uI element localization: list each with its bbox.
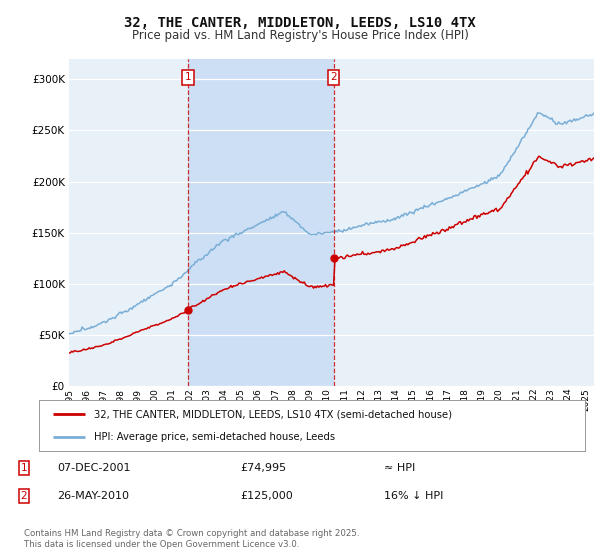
Text: £74,995: £74,995 — [240, 463, 286, 473]
Text: 2: 2 — [20, 491, 28, 501]
Text: 32, THE CANTER, MIDDLETON, LEEDS, LS10 4TX (semi-detached house): 32, THE CANTER, MIDDLETON, LEEDS, LS10 4… — [94, 409, 452, 419]
Text: 16% ↓ HPI: 16% ↓ HPI — [384, 491, 443, 501]
Text: 1: 1 — [185, 72, 191, 82]
Text: HPI: Average price, semi-detached house, Leeds: HPI: Average price, semi-detached house,… — [94, 432, 335, 442]
Text: Contains HM Land Registry data © Crown copyright and database right 2025.
This d: Contains HM Land Registry data © Crown c… — [24, 529, 359, 549]
Text: 1: 1 — [20, 463, 28, 473]
Text: ≈ HPI: ≈ HPI — [384, 463, 415, 473]
Text: 26-MAY-2010: 26-MAY-2010 — [57, 491, 129, 501]
Text: 32, THE CANTER, MIDDLETON, LEEDS, LS10 4TX: 32, THE CANTER, MIDDLETON, LEEDS, LS10 4… — [124, 16, 476, 30]
Text: Price paid vs. HM Land Registry's House Price Index (HPI): Price paid vs. HM Land Registry's House … — [131, 29, 469, 42]
Text: £125,000: £125,000 — [240, 491, 293, 501]
Bar — [188, 59, 334, 386]
Text: 2: 2 — [330, 72, 337, 82]
Text: 07-DEC-2001: 07-DEC-2001 — [57, 463, 131, 473]
